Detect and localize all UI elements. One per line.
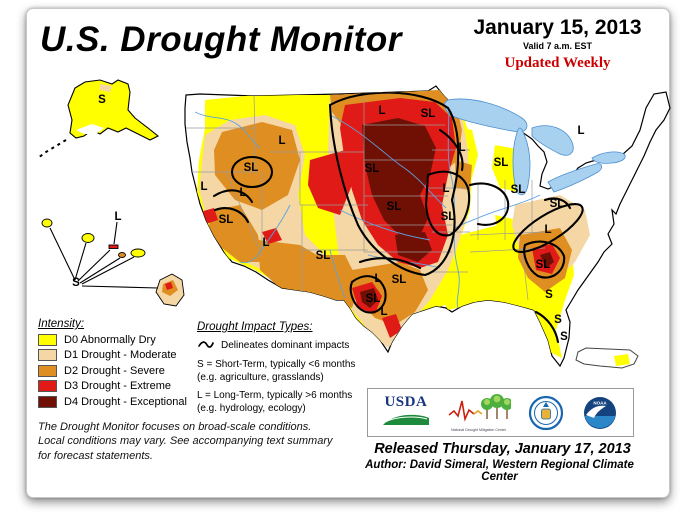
impact-label-sl: SL — [494, 157, 509, 169]
impact-label-s: S — [98, 94, 106, 106]
impact-label-l: L — [114, 211, 121, 223]
released-date: Released Thursday, January 17, 2013 — [374, 441, 631, 457]
impact-label-l: L — [239, 187, 246, 199]
impact-label-l: L — [278, 135, 285, 147]
disclaimer-line: Local conditions may vary. See accompany… — [38, 435, 333, 448]
delineation-squiggle-icon — [198, 341, 214, 348]
legend-swatch-d4 — [38, 395, 57, 408]
ndmc-caption: National Drought Mitigation Center — [451, 427, 507, 432]
legend-swatch-d1 — [38, 349, 57, 361]
impact-label-sl: SL — [550, 198, 565, 210]
puerto-rico-inset — [575, 347, 639, 369]
date-block: January 15, 2013 Valid 7 a.m. EST Update… — [465, 16, 650, 72]
impact-label-l: L — [577, 125, 584, 137]
long-term-example: (e.g. hydrology, ecology) — [197, 403, 306, 414]
legend-label: D0 Abnormally Dry — [64, 333, 156, 346]
impact-types-heading: Drought Impact Types: — [197, 321, 313, 333]
map-date: January 15, 2013 — [473, 16, 642, 39]
impact-label-l: L — [262, 237, 269, 249]
usda-logo: USDA — [382, 394, 429, 430]
page-title: U.S. Drought Monitor — [40, 20, 402, 59]
noaa-logo-text: NOAA — [594, 400, 608, 405]
impact-label-l: L — [442, 183, 449, 195]
impact-types: Drought Impact Types: Delineates dominan… — [197, 321, 377, 414]
ndmc-trees-icon — [448, 393, 513, 422]
usda-field-icon — [382, 414, 429, 425]
legend-item-d3: D3 Drought - Extreme — [38, 380, 187, 392]
state-borders — [186, 95, 546, 301]
updated-weekly: Updated Weekly — [504, 55, 611, 71]
hawaii-inset — [41, 218, 185, 307]
alaska-inset — [37, 79, 160, 159]
intensity-legend: Intensity: D0 Abnormally Dry D1 Drought -… — [38, 318, 187, 408]
legend-items: D0 Abnormally Dry D1 Drought - Moderate D2… — [38, 333, 187, 408]
impact-label-l: L — [458, 142, 465, 154]
valid-time: Valid 7 a.m. EST — [522, 41, 593, 51]
ndmc-logo: National Drought Mitigation Center — [447, 393, 513, 433]
legend-item-d2: D2 Drought - Severe — [38, 364, 187, 377]
legend-item-d0: D0 Abnormally Dry — [38, 333, 187, 346]
impact-label-sl: SL — [441, 211, 456, 223]
impact-label-sl: SL — [511, 184, 526, 196]
delineates-label: Delineates dominant impacts — [221, 340, 350, 351]
impact-label-sl: SL — [387, 201, 402, 213]
legend-item-d1: D1 Drought - Moderate — [38, 349, 187, 361]
impact-label-s: S — [560, 331, 568, 343]
disclaimer: The Drought Monitor focuses on broad-sca… — [38, 420, 378, 463]
impact-label-sl: SL — [366, 293, 381, 305]
legend-label: D1 Drought - Moderate — [64, 349, 177, 361]
impact-label-sl: SL — [244, 162, 259, 174]
impact-label-sl: SL — [421, 108, 436, 120]
legend-label: D4 Drought - Exceptional — [64, 395, 187, 408]
noaa-logo-icon: NOAA — [584, 396, 617, 429]
impact-label-l: L — [544, 224, 551, 236]
impact-label-sl: SL — [392, 274, 407, 286]
impact-label-l: L — [378, 105, 385, 117]
commerce-seal-icon — [529, 395, 564, 430]
long-term-label: L = Long-Term, typically >6 months — [197, 390, 353, 401]
author-credit: Author: David Simeral, Western Regional … — [365, 459, 634, 483]
impact-label-l: L — [380, 306, 387, 318]
legend-swatch-d2 — [38, 364, 57, 377]
impact-label-sl: SL — [219, 214, 234, 226]
short-term-example: (e.g. agriculture, grasslands) — [197, 372, 324, 383]
usda-logo-text: USDA — [384, 394, 428, 410]
impact-label-s: S — [545, 289, 553, 301]
impact-label-s: S — [554, 314, 562, 326]
impact-label-sl: SL — [316, 250, 331, 262]
impact-label-s: S — [72, 277, 80, 289]
impact-boundaries — [212, 91, 595, 344]
legend-swatch-d3 — [38, 380, 57, 392]
legend-heading: Intensity: — [38, 318, 85, 330]
impact-label-sl: SL — [365, 163, 380, 175]
legend-item-d4: D4 Drought - Exceptional — [38, 395, 187, 408]
impact-label-l: L — [374, 273, 381, 285]
agency-logos-box: USDA National Drought Mitigation Center — [367, 388, 634, 437]
legend-swatch-d0 — [38, 333, 57, 346]
disclaimer-line: for forecast statements. — [38, 449, 153, 462]
disclaimer-line: The Drought Monitor focuses on broad-sca… — [38, 421, 312, 433]
impact-label-l: L — [200, 181, 207, 193]
short-term-label: S = Short-Term, typically <6 months — [197, 359, 356, 370]
great-lakes — [444, 98, 626, 196]
legend-label: D2 Drought - Severe — [64, 364, 165, 377]
impact-label-sl: SL — [536, 259, 551, 271]
legend-label: D3 Drought - Extreme — [64, 380, 171, 392]
